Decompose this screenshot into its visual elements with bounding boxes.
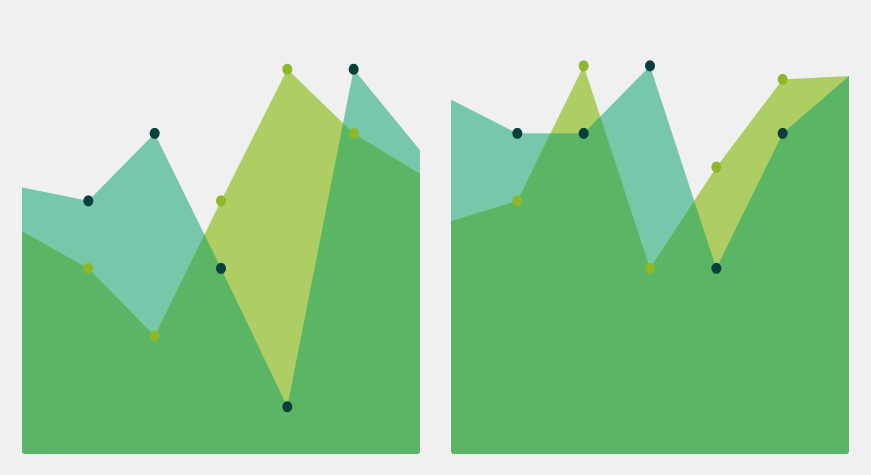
data-point-lime-1 (83, 262, 94, 274)
data-point-teal-2 (149, 127, 160, 139)
data-point-teal-2 (578, 127, 589, 139)
data-point-teal-5 (348, 63, 359, 75)
area-chart-1 (22, 63, 420, 454)
data-point-teal-4 (282, 401, 293, 413)
data-point-lime-5 (348, 127, 359, 139)
areas (451, 65, 849, 454)
data-point-lime-3 (216, 195, 226, 207)
data-point-teal-1 (512, 127, 523, 139)
data-point-lime-4 (282, 63, 293, 75)
data-point-lime-2 (149, 330, 160, 342)
data-point-lime-1 (512, 195, 523, 207)
data-point-lime-5 (777, 73, 788, 85)
series-overlap-area (22, 69, 420, 454)
data-point-teal-3 (216, 262, 226, 274)
data-point-teal-1 (83, 195, 94, 207)
data-point-lime-4 (711, 161, 722, 173)
data-point-lime-2 (578, 60, 589, 72)
data-point-lime-3 (645, 262, 655, 274)
data-point-teal-5 (777, 127, 788, 139)
areas (22, 69, 420, 454)
data-point-teal-4 (711, 262, 722, 274)
area-chart-2 (451, 60, 849, 454)
data-point-teal-3 (645, 60, 655, 72)
